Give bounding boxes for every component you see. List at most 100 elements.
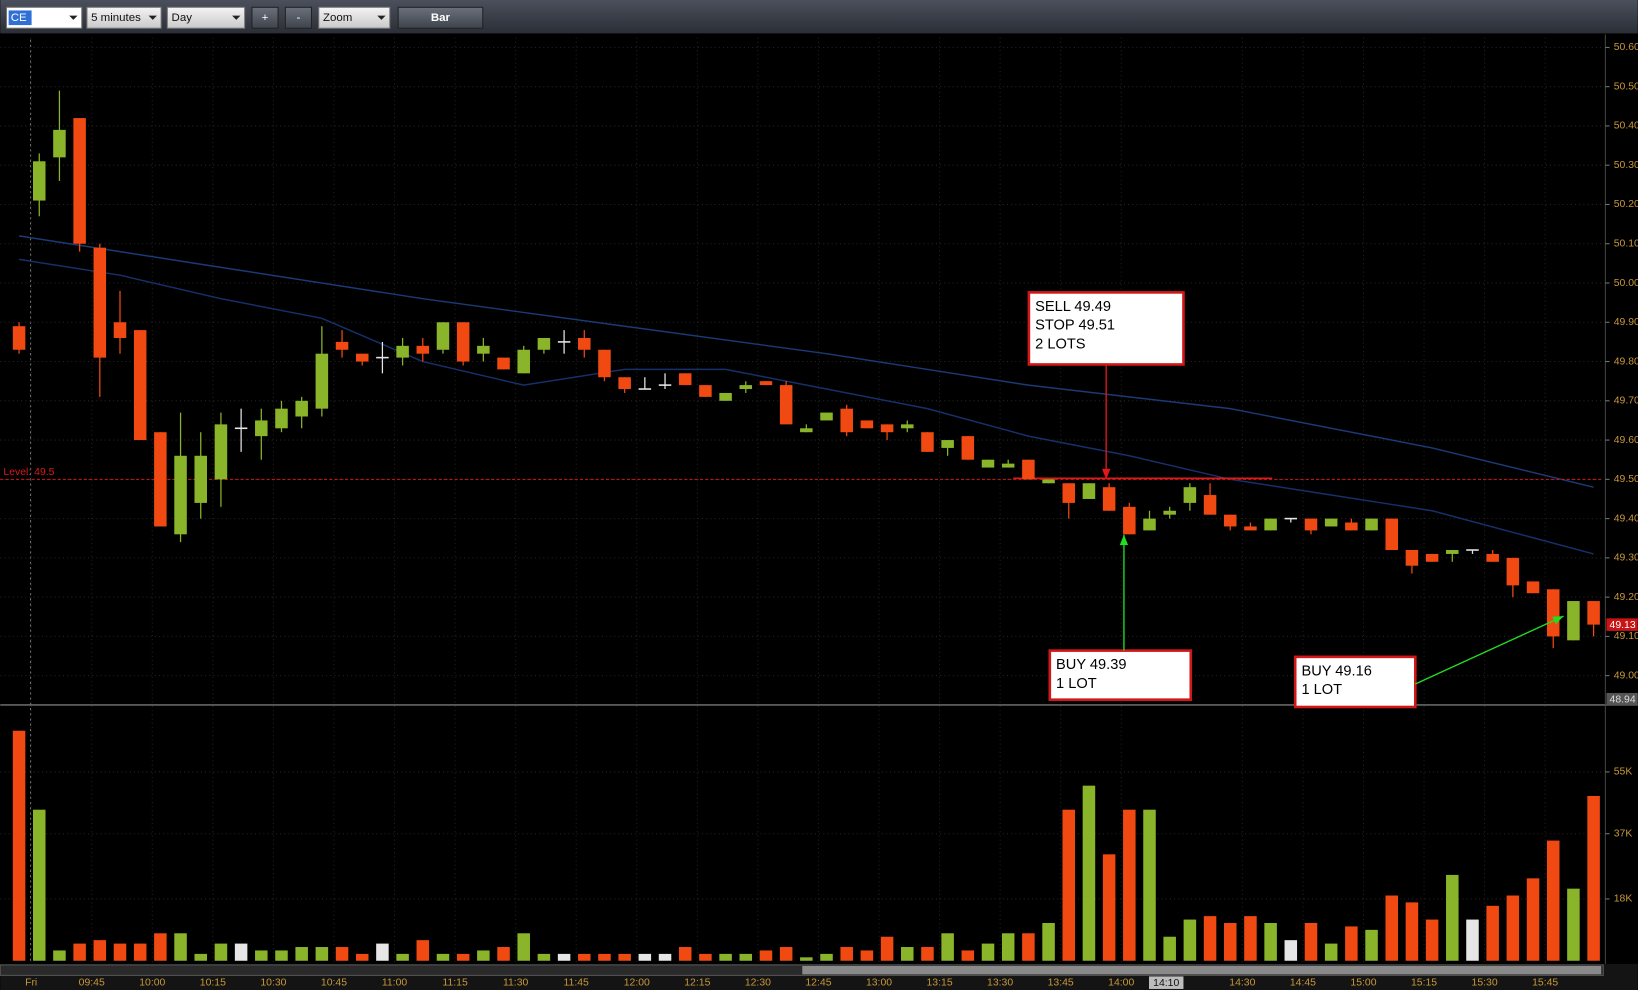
- moving-average: [18, 258, 1594, 555]
- annotation-text: 2 LOTS: [1035, 336, 1086, 352]
- volume-tick-label: 37K: [1614, 828, 1633, 839]
- volume-bar: [638, 953, 652, 961]
- candle-body: [618, 377, 631, 390]
- interval-select[interactable]: [86, 6, 162, 29]
- annotation-text: 1 LOT: [1301, 682, 1342, 698]
- candle-body: [921, 432, 934, 452]
- annotation-box: [1293, 655, 1417, 709]
- dropdown-arrow: [232, 15, 241, 20]
- candle-body: [578, 337, 591, 350]
- volume-bar: [1466, 919, 1479, 961]
- dropdown-arrow: [377, 15, 386, 20]
- candle-body: [1183, 487, 1197, 503]
- candle-body: [315, 353, 329, 409]
- volume-bar: [1304, 922, 1318, 961]
- candle-body: [295, 400, 308, 417]
- volume-bar: [658, 953, 672, 961]
- x-tick-label: 12:00: [624, 977, 650, 988]
- y-tick-label: 49.90: [1614, 317, 1638, 328]
- volume-bar: [880, 936, 894, 961]
- candle-body: [759, 381, 773, 386]
- scrollbar[interactable]: [0, 964, 1604, 976]
- volume-bar: [1567, 888, 1580, 961]
- volume-bar: [1001, 933, 1015, 961]
- volume-bar: [214, 943, 228, 961]
- candle-body: [1203, 495, 1217, 515]
- zoom-in: +: [262, 12, 269, 24]
- level-label: Level: 49.5: [3, 467, 54, 478]
- y-tick-label: 50.50: [1614, 81, 1638, 92]
- volume-bar: [1446, 874, 1459, 961]
- symbol: CE: [11, 12, 27, 24]
- candle-body: [1264, 518, 1277, 531]
- candle-body: [1042, 479, 1055, 484]
- volume-bar: [376, 943, 389, 961]
- candle-body: [1385, 518, 1398, 551]
- candle-body: [1567, 601, 1580, 641]
- volume-bar: [779, 947, 793, 961]
- y-tick-label: 49.00: [1614, 670, 1638, 681]
- volume-bar: [1203, 916, 1217, 961]
- x-tick-label: 11:30: [503, 977, 529, 988]
- volume-bar: [820, 953, 833, 961]
- volume-bar: [921, 947, 934, 961]
- volume-bar: [154, 933, 167, 961]
- candle-body: [456, 322, 470, 362]
- volume-bar: [53, 950, 66, 961]
- price-tag: [1606, 618, 1638, 631]
- x-tick-label: 11:00: [382, 977, 408, 988]
- volume-bar: [719, 953, 732, 961]
- arrow-head: [1119, 534, 1129, 546]
- candle-body: [1425, 553, 1439, 562]
- volume-bar: [981, 943, 995, 961]
- volume-bar: [275, 950, 288, 961]
- candle-body: [275, 408, 288, 429]
- zoom-select[interactable]: [318, 6, 391, 29]
- annotation-text: BUY 49.16: [1301, 663, 1371, 679]
- zoom-out-button[interactable]: [284, 6, 312, 29]
- volume-bar: [456, 953, 470, 961]
- x-tick-label: 15:00: [1350, 977, 1376, 988]
- candle-body: [1486, 553, 1499, 562]
- volume-bar: [1183, 919, 1197, 961]
- candle-body: [1102, 487, 1116, 511]
- x-tick-label: 10:15: [200, 977, 226, 988]
- y-tick-label: 50.30: [1614, 160, 1638, 171]
- candle-body: [436, 322, 450, 350]
- volume-bar: [12, 730, 26, 961]
- candle-body: [1022, 459, 1035, 480]
- annotation-text: SELL 49.49: [1035, 299, 1111, 315]
- x-tick-label: 11:45: [564, 977, 590, 988]
- style-button[interactable]: [397, 6, 484, 29]
- volume-bar: [93, 940, 107, 961]
- volume-bar: [335, 947, 349, 961]
- candle-body: [820, 412, 833, 421]
- volume-bar: [355, 953, 369, 961]
- volume-bar: [860, 950, 874, 961]
- zoom-in-button[interactable]: [251, 6, 279, 29]
- volume-bar: [578, 953, 591, 961]
- candle-body: [93, 247, 107, 358]
- volume-bar: [1042, 922, 1055, 961]
- scrollbar-thumb[interactable]: [802, 965, 1602, 975]
- candle-body: [416, 345, 430, 354]
- candle-body: [73, 118, 86, 244]
- candle-body: [961, 436, 975, 460]
- volume-bar: [1143, 809, 1156, 961]
- candle-body: [32, 161, 46, 201]
- candle-body: [133, 330, 147, 441]
- volume-bar: [1123, 809, 1136, 961]
- candle-body: [1163, 510, 1176, 515]
- volume-bar: [1244, 916, 1257, 961]
- style: Bar: [431, 12, 451, 24]
- y-tick-label: 50.10: [1614, 239, 1638, 250]
- y-tick-label: 49.20: [1614, 592, 1638, 603]
- candle-body: [255, 420, 268, 437]
- y-tick-label: 49.10: [1614, 631, 1638, 642]
- volume-bar: [941, 933, 954, 961]
- range-select[interactable]: [166, 6, 246, 29]
- volume-bar: [678, 947, 692, 961]
- x-tick-label: 14:00: [1108, 977, 1134, 988]
- volume-bar: [1163, 936, 1176, 961]
- volume-bar: [295, 947, 308, 961]
